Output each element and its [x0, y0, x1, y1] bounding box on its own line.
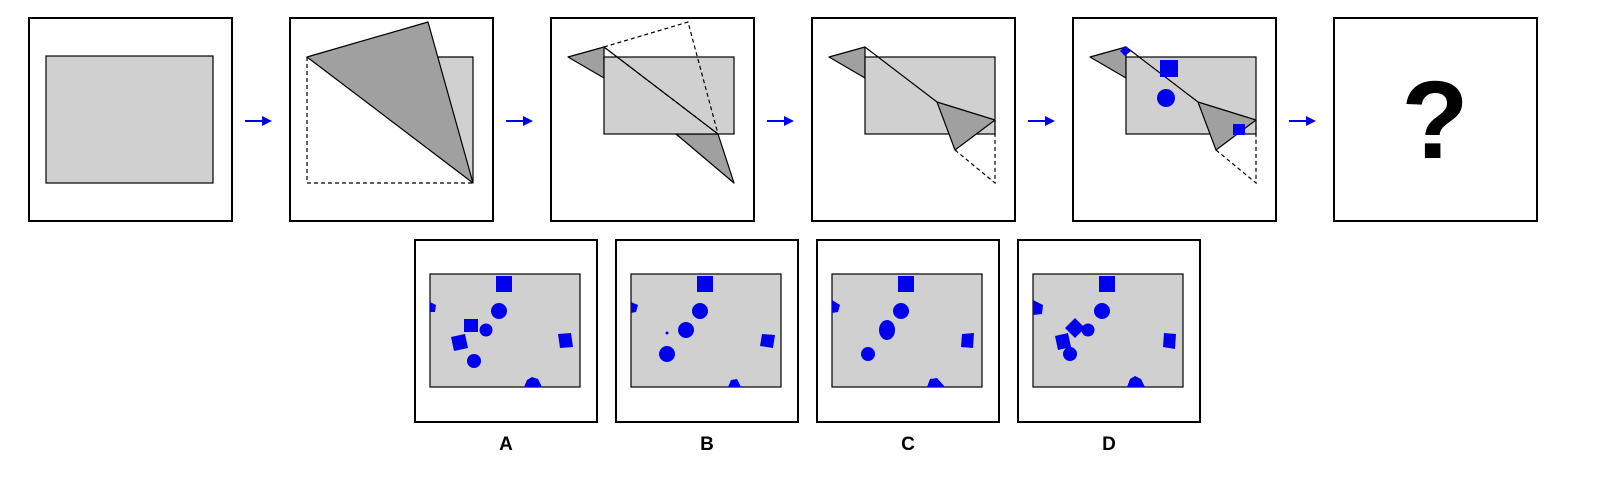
- sequence-arrow-4: [1028, 116, 1055, 126]
- option-d-edge-hole: [1127, 376, 1145, 387]
- option-c-edge-hole: [832, 300, 840, 313]
- result-panel: ?: [1333, 17, 1538, 222]
- option-d-card[interactable]: D: [1017, 239, 1201, 455]
- option-a-square-hole: [464, 319, 478, 332]
- option-a-circle-hole: [467, 354, 481, 368]
- option-a-edge-hole: [430, 302, 436, 312]
- step-4-fold-outline: [954, 120, 996, 185]
- step-3-panel: [550, 17, 755, 222]
- option-c-circle-hole: [893, 303, 909, 319]
- option-d-diamond-hole: [1065, 318, 1085, 338]
- option-b-paper: [630, 273, 782, 388]
- step-5-fold-outline: [1215, 120, 1257, 185]
- punch-small-square-mark: [1233, 124, 1245, 135]
- step-2-fold-outline: [306, 57, 473, 184]
- option-c-oval-hole: [879, 320, 895, 340]
- step-4-fold-crease: [864, 46, 938, 103]
- step-2-folded-flap: [306, 21, 474, 184]
- option-d-square-hole: [1055, 333, 1071, 350]
- option-b-edge-hole: [631, 302, 638, 313]
- option-c-label[interactable]: C: [901, 434, 915, 455]
- option-d-circle-hole: [1081, 323, 1095, 337]
- option-b-square-hole: [697, 276, 713, 292]
- option-b-circle-hole: [659, 346, 675, 362]
- option-b-dot-hole: [665, 331, 669, 335]
- step-3-fold-outline: [602, 21, 720, 136]
- option-a-square-hole: [558, 333, 573, 348]
- step-1-panel: [28, 17, 233, 222]
- punch-diamond-mark: [1120, 46, 1131, 56]
- option-b-square-hole: [760, 334, 775, 348]
- option-d-circle-hole: [1063, 347, 1077, 361]
- step-4-folded-corner: [936, 101, 996, 151]
- sequence-arrow-2: [506, 116, 533, 126]
- option-a-card[interactable]: A: [414, 239, 598, 455]
- option-d-edge-hole: [1033, 300, 1043, 315]
- step-1-paper: [45, 55, 214, 184]
- option-c-card[interactable]: C: [816, 239, 1000, 455]
- option-c-circle-hole: [861, 347, 875, 361]
- option-b-label[interactable]: B: [700, 434, 714, 455]
- step-5-panel: [1072, 17, 1277, 222]
- option-a-label[interactable]: A: [499, 434, 513, 455]
- punch-circle-mark: [1157, 89, 1175, 107]
- option-d-square-hole: [1163, 333, 1176, 349]
- option-c-edge-hole: [927, 378, 945, 387]
- question-mark: ?: [1401, 59, 1468, 182]
- result-frame: [1333, 17, 1538, 222]
- option-a-square-hole: [496, 276, 512, 292]
- option-c-paper: [831, 273, 983, 388]
- option-d-paper: [1032, 273, 1184, 388]
- option-b-circle-hole: [692, 303, 708, 319]
- option-c-square-hole: [961, 333, 974, 348]
- punch-square-mark: [1160, 60, 1178, 77]
- option-a-circle-hole: [479, 323, 493, 337]
- option-d-circle-hole: [1094, 303, 1110, 319]
- option-d-label[interactable]: D: [1102, 434, 1116, 455]
- option-a-edge-hole: [524, 377, 542, 387]
- option-a-circle-hole: [491, 303, 507, 319]
- option-b-edge-hole: [728, 379, 741, 387]
- step-4-panel: [811, 17, 1016, 222]
- sequence-arrow-1: [245, 116, 272, 126]
- step-3-paper: [603, 56, 735, 135]
- sequence-arrow-5: [1289, 116, 1316, 126]
- option-d-square-hole: [1099, 276, 1115, 292]
- option-a-square-hole: [451, 334, 468, 351]
- sequence-arrow-3: [767, 116, 794, 126]
- option-b-circle-hole: [678, 322, 694, 338]
- option-a-paper: [429, 273, 581, 388]
- option-c-square-hole: [898, 276, 914, 292]
- step-2-panel: [289, 17, 494, 222]
- option-b-card[interactable]: B: [615, 239, 799, 455]
